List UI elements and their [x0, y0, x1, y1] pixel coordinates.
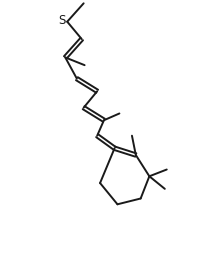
Text: S: S — [58, 14, 65, 27]
